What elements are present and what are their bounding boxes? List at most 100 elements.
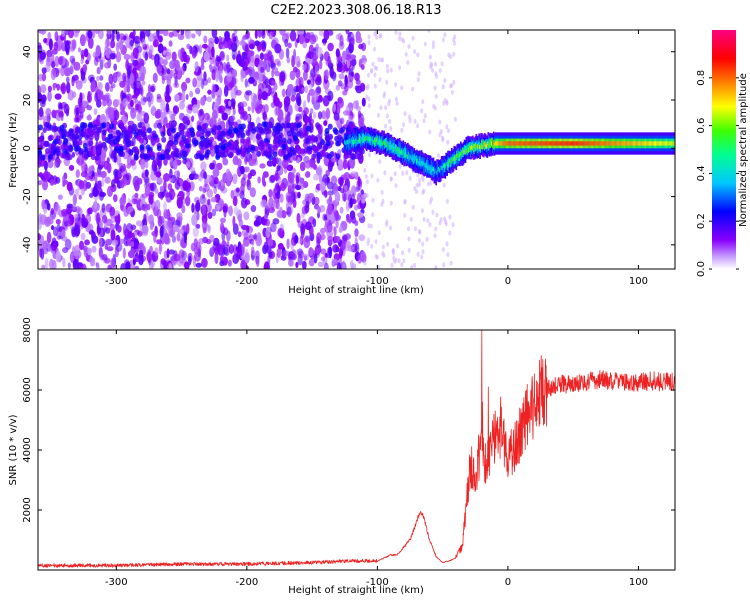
spectrogram-noise-cell: [319, 59, 323, 70]
spectrogram-signal-cell: [590, 141, 593, 146]
spectrogram-noise-cell: [317, 261, 325, 267]
spectrogram-signal-cell: [602, 141, 605, 146]
spectrogram-noise-cell: [272, 138, 278, 145]
spectrogram-noise-cell: [167, 183, 173, 191]
spectrogram-noise-cell: [299, 161, 306, 172]
spectrogram-signal-cell: [386, 142, 389, 147]
spectrogram-noise-cell: [417, 229, 421, 234]
spectrogram-noise-cell: [94, 199, 98, 210]
spectrogram-signal-cell: [623, 141, 626, 146]
spectrogram-noise-cell: [213, 180, 217, 189]
spectrogram-noise-cell: [104, 257, 111, 264]
spectrogram-signal-cell: [549, 141, 552, 146]
spectrogram-signal-cell: [402, 150, 405, 155]
spectrogram-noise-cell: [417, 71, 421, 77]
spectrogram-noise-cell: [313, 111, 317, 119]
spectrogram-signal-cell: [524, 141, 526, 146]
spectrogram-signal-cell: [426, 163, 428, 168]
spectrogram-noise-cell: [101, 129, 107, 136]
spectrogram-signal-cell: [479, 144, 481, 150]
spectrogram-noise-cell: [76, 145, 81, 152]
spectrogram-signal-cell: [471, 146, 474, 151]
spectrogram-signal-cell: [365, 135, 368, 141]
spectrogram-noise-cell: [203, 51, 210, 62]
spectrogram-signal-cell: [392, 146, 395, 151]
spectrogram-noise-cell: [178, 191, 186, 198]
spectrogram-noise-cell: [159, 30, 164, 35]
spectrogram-noise-cell: [261, 30, 266, 39]
spectrogram-noise-cell: [96, 126, 102, 133]
spectrogram-noise-cell: [376, 177, 380, 183]
spectrogram-noise-cell: [123, 208, 129, 217]
spectrogram-noise-cell: [301, 63, 307, 71]
spectrogram-noise-cell: [196, 130, 201, 137]
spectrogram-noise-cell: [138, 243, 143, 250]
spectrogram-noise-cell: [120, 193, 127, 203]
spectrogram-noise-cell: [179, 112, 185, 121]
spectrogram-noise-cell: [180, 65, 185, 76]
spectrogram-noise-cell: [385, 219, 389, 225]
spectrogram-noise-cell: [173, 59, 180, 68]
spectrogram-noise-cell: [177, 228, 184, 235]
spectrogram-noise-cell: [131, 123, 137, 130]
spectrogram-noise-cell: [401, 170, 405, 176]
spectrogram-noise-cell: [40, 154, 46, 161]
spectrogram-noise-cell: [297, 191, 301, 199]
spectrogram-noise-cell: [152, 72, 158, 83]
spectrogram-signal-cell: [502, 141, 505, 146]
spectrogram-noise-cell: [142, 97, 148, 103]
snr-x-ticks: -300 -200 -100 0 100: [105, 330, 648, 588]
spectrogram-signal-cell: [396, 148, 398, 154]
spectrogram-signal-cell: [542, 141, 544, 146]
spectrogram-noise-cell: [124, 228, 130, 237]
spectrogram-noise-cell: [179, 124, 185, 131]
spectrogram-noise-cell: [262, 113, 268, 121]
spectrogram-noise-cell: [264, 78, 271, 86]
spectrogram-noise-cell: [87, 91, 93, 97]
spectrogram-noise-cell: [349, 37, 355, 47]
spectrogram-noise-cell: [227, 128, 233, 135]
spectrogram-noise-cell: [286, 238, 290, 250]
spectrogram-noise-cell: [286, 122, 291, 129]
spectrogram-noise-cell: [53, 161, 57, 169]
colorbar-tick-label: 0.6: [696, 118, 707, 134]
spectrogram-noise-cell: [317, 111, 323, 120]
spectrogram-signal-cell: [412, 155, 415, 160]
spectrogram-noise-cell: [194, 251, 201, 262]
spectrogram-noise-cell: [185, 131, 191, 138]
spectrogram-noise-cell: [355, 100, 359, 110]
spectrogram-noise-cell: [201, 140, 207, 147]
spectrogram-signal-cell: [347, 139, 350, 145]
spectrogram-noise-cell: [113, 63, 117, 71]
spectrogram-signal-cell: [418, 160, 420, 166]
spectrogram-signal-cell: [528, 141, 531, 146]
spectrogram-noise-cell: [78, 180, 85, 190]
spectrogram-noise-cell: [47, 32, 52, 40]
spectrogram-noise-cell: [305, 32, 311, 40]
spectrogram-signal-cell: [512, 141, 514, 146]
spectrogram-noise-cell: [186, 119, 191, 126]
spectrogram-noise-cell: [314, 77, 322, 86]
snr-y-tick-label: 6000: [22, 377, 33, 402]
snr-x-tick-label: -200: [236, 577, 259, 588]
spectrogram-noise-cell: [176, 212, 183, 220]
spectrogram-signal-cell: [566, 141, 569, 146]
spectrogram-signal-cell: [468, 147, 470, 152]
spectrogram-noise-cell: [381, 244, 385, 250]
spectrogram-noise-cell: [185, 77, 191, 84]
spectrogram-noise-cell: [304, 193, 310, 203]
spectrogram-noise-cell: [185, 195, 191, 207]
snr-y-tick-label: 4000: [22, 437, 33, 462]
spectrogram-noise-cell: [258, 104, 264, 110]
spectrogram-noise-cell: [91, 30, 96, 39]
spectrogram-noise-cell: [393, 259, 397, 264]
spectrogram-noise-cell: [185, 94, 189, 100]
spectrogram-noise-cell: [356, 192, 362, 205]
spectrogram-noise-cell: [38, 158, 46, 167]
spectrogram-signal-cell: [351, 137, 353, 142]
spectrogram-noise-cell: [74, 30, 81, 34]
spectrogram-noise-cell: [258, 70, 263, 82]
spectrogram-noise-cell: [87, 74, 95, 82]
spectrogram-signal-cell: [428, 165, 431, 171]
